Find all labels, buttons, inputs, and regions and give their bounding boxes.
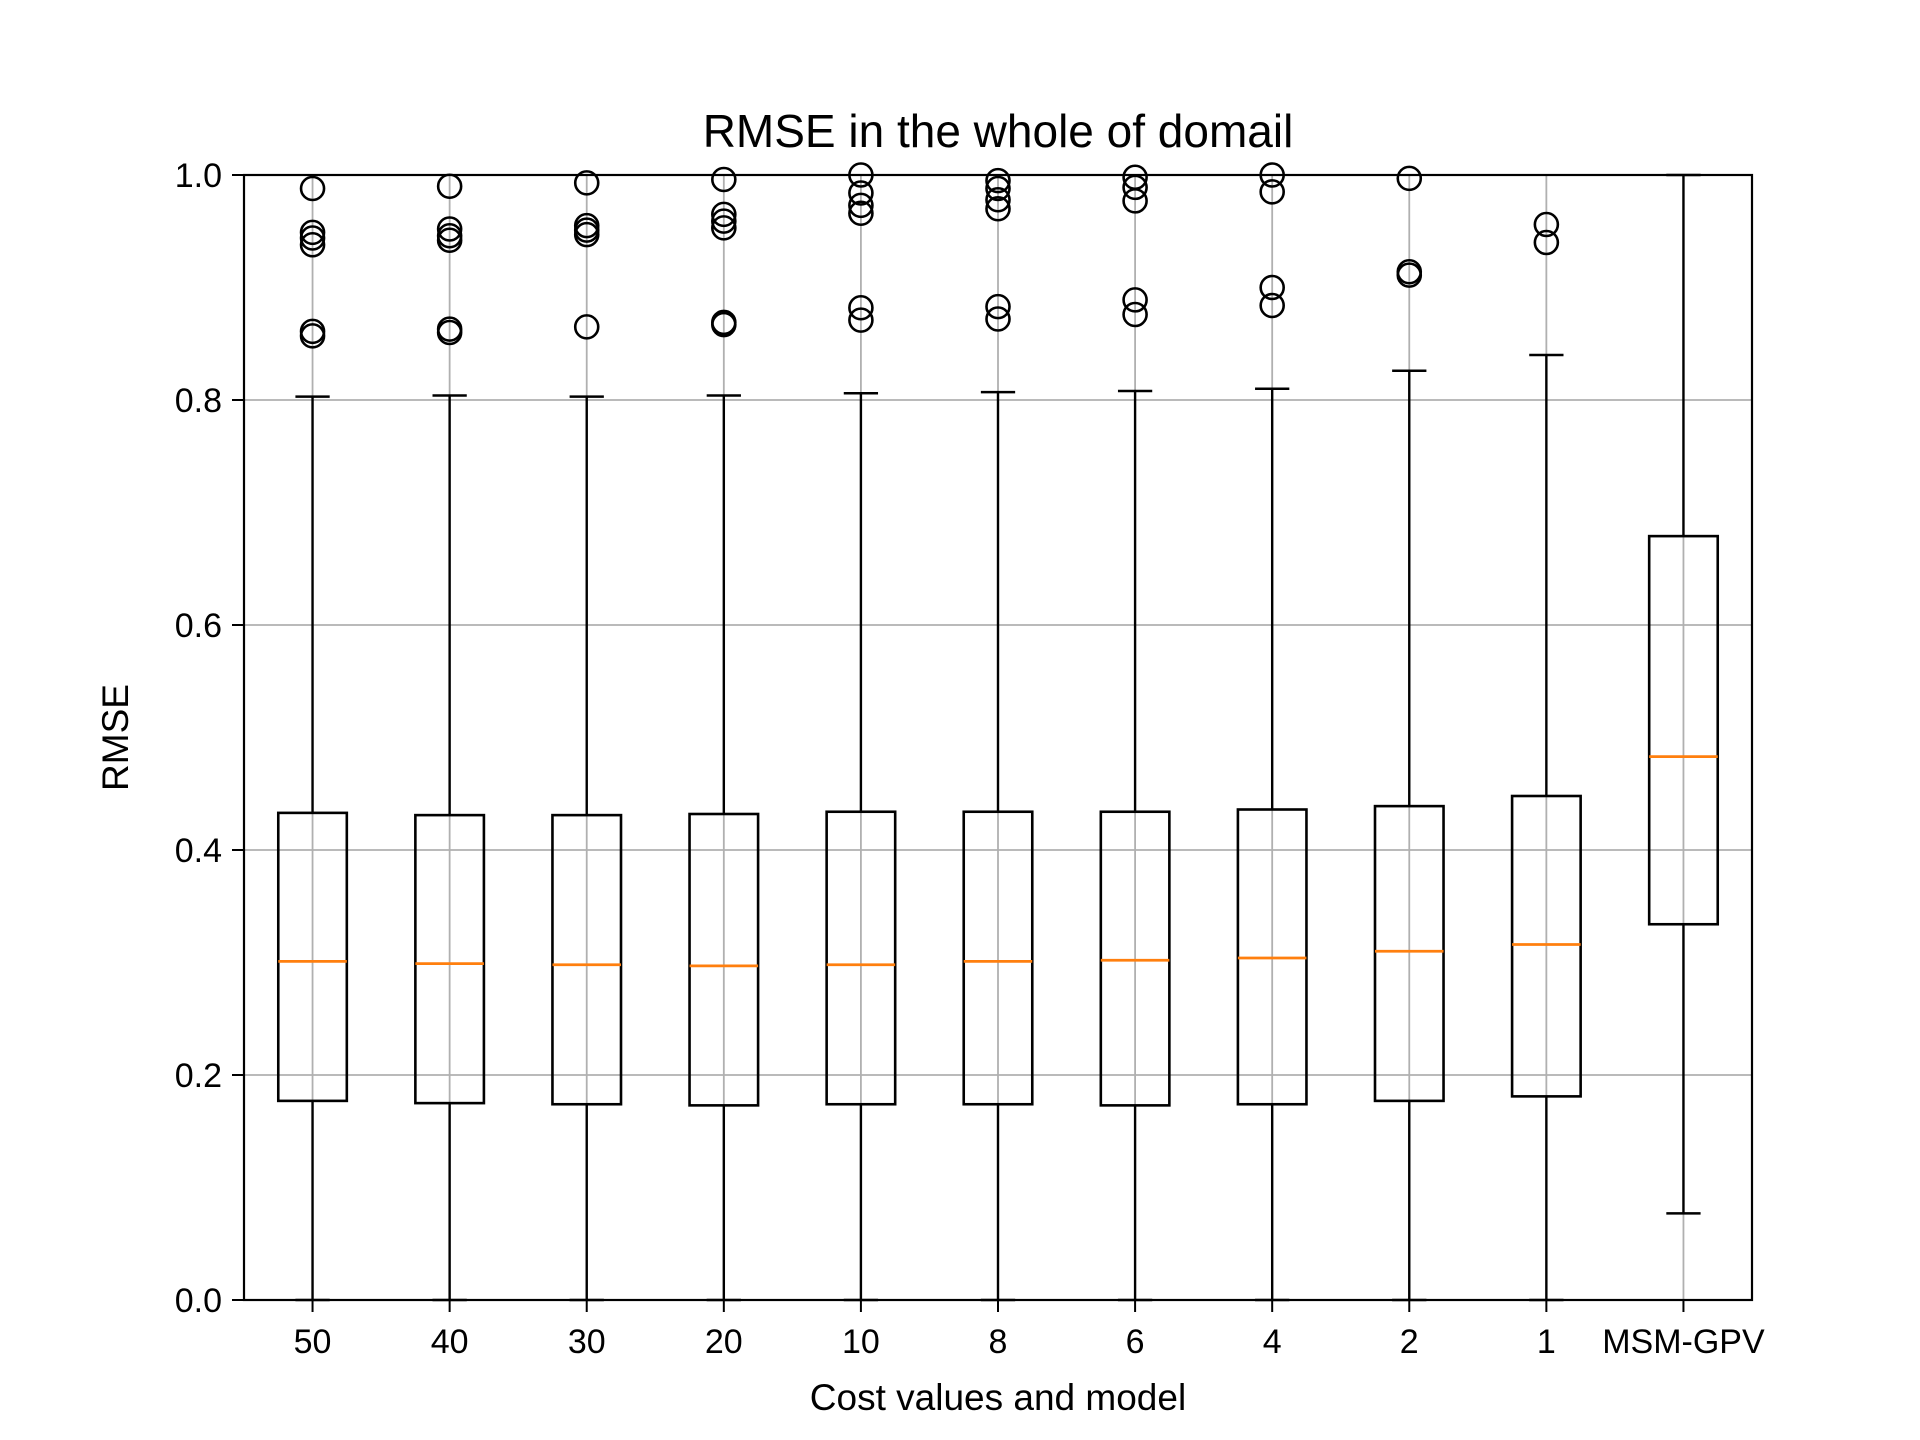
y-axis-label: RMSE — [95, 684, 136, 791]
x-tick-label: 30 — [568, 1323, 606, 1361]
outlier-layer — [299, 162, 1560, 349]
outlier-point — [1396, 258, 1423, 285]
x-tick-label: 4 — [1263, 1323, 1282, 1361]
box-iqr — [276, 811, 349, 1103]
x-tick-label: 10 — [842, 1323, 880, 1361]
x-tick-label: 6 — [1126, 1323, 1145, 1361]
box-iqr — [962, 810, 1034, 1106]
outlier-point — [573, 170, 600, 196]
outlier-point — [1259, 292, 1285, 319]
x-tick-label: 2 — [1400, 1323, 1419, 1361]
outlier-point — [1259, 274, 1285, 301]
outlier-point — [985, 186, 1011, 213]
outlier-point — [848, 192, 874, 219]
outlier-point — [1396, 165, 1423, 192]
outlier-point — [299, 225, 326, 251]
outlier-point — [436, 216, 463, 242]
x-tick-label: 8 — [989, 1323, 1008, 1361]
outlier-point — [985, 167, 1011, 194]
outlier-point — [1533, 211, 1560, 238]
outlier-point — [711, 201, 737, 228]
outlier-point — [985, 293, 1011, 320]
outlier-point — [436, 222, 463, 249]
outlier-point — [573, 314, 600, 340]
outlier-point — [1122, 287, 1148, 313]
outlier-point — [1533, 229, 1560, 256]
x-tick-label: 20 — [705, 1323, 743, 1361]
box-iqr — [551, 813, 623, 1106]
box-layer — [276, 173, 1720, 1302]
y-tick-label: 0.0 — [175, 1282, 222, 1320]
x-tick-label: 40 — [431, 1323, 469, 1361]
x-tick-label: MSM-GPV — [1602, 1323, 1765, 1361]
outlier-point — [299, 219, 326, 246]
x-tick-label: 1 — [1537, 1323, 1556, 1361]
outlier-point — [299, 318, 326, 345]
y-tick-label: 0.2 — [175, 1057, 222, 1095]
box-iqr — [414, 813, 486, 1105]
outlier-point — [1259, 179, 1285, 205]
outlier-point — [711, 309, 737, 336]
outlier-point — [848, 200, 874, 227]
outlier-point — [985, 175, 1011, 202]
x-tick-label: 50 — [294, 1323, 332, 1361]
outlier-point — [711, 166, 737, 193]
outlier-point — [848, 294, 874, 321]
y-tick-label: 0.4 — [175, 832, 222, 870]
outlier-point — [711, 215, 737, 241]
outlier-point — [299, 175, 326, 202]
outlier-point — [848, 180, 874, 206]
outlier-point — [711, 208, 737, 234]
outlier-point — [1122, 301, 1148, 328]
box-iqr — [1099, 810, 1171, 1107]
y-tick-label: 0.6 — [175, 607, 222, 645]
outlier-point — [985, 195, 1011, 222]
outlier-point — [1122, 164, 1148, 191]
x-axis-label: Cost values and model — [810, 1377, 1186, 1418]
axis-layer: 0.0 0.2 0.4 0.6 0.8 1.0 50 40 30 20 10 8 6 4 2 1 MSM-GPV — [175, 157, 1765, 1361]
chart-title: RMSE in the whole of domail — [703, 105, 1294, 157]
box-iqr — [825, 810, 897, 1106]
box-iqr — [1373, 804, 1445, 1103]
outlier-point — [848, 307, 874, 333]
y-tick-label: 1.0 — [175, 157, 222, 195]
outlier-point — [573, 212, 600, 239]
box-iqr — [688, 812, 760, 1107]
outlier-point — [985, 306, 1011, 332]
outlier-point — [299, 231, 326, 258]
y-tick-label: 0.8 — [175, 382, 222, 420]
box-iqr — [1510, 794, 1582, 1098]
outlier-point — [436, 316, 463, 342]
box-iqr — [1647, 534, 1720, 926]
